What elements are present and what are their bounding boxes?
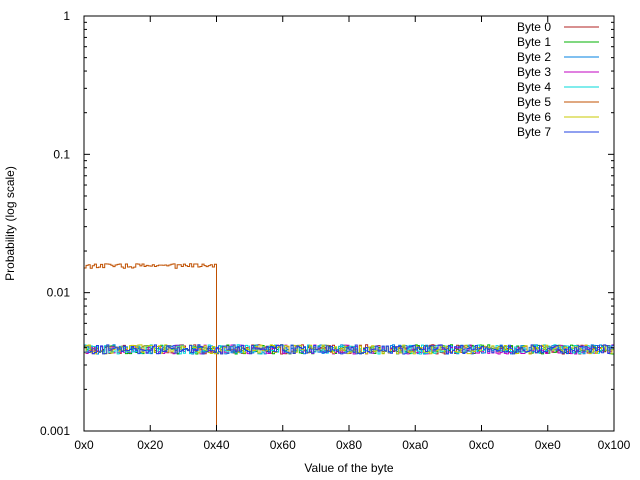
x-tick-label: 0x60: [270, 438, 296, 452]
x-tick-label: 0x20: [137, 438, 163, 452]
legend-label: Byte 4: [517, 80, 551, 94]
legend-label: Byte 7: [517, 125, 551, 139]
legend-label: Byte 2: [517, 50, 551, 64]
series-line-byte-5: [84, 263, 217, 431]
legend-label: Byte 5: [517, 95, 551, 109]
legend-label: Byte 1: [517, 35, 551, 49]
legend-label: Byte 3: [517, 65, 551, 79]
x-tick-label: 0xa0: [402, 438, 428, 452]
series-line-byte-7: [84, 344, 614, 355]
y-axis-label: Probability (log scale): [3, 166, 17, 281]
y-tick-label: 0.01: [47, 286, 71, 300]
y-tick-label: 1: [63, 9, 70, 23]
legend-label: Byte 0: [517, 20, 551, 34]
x-tick-label: 0xc0: [469, 438, 495, 452]
x-tick-label: 0x0: [74, 438, 94, 452]
plot-series: [84, 263, 614, 431]
x-tick-label: 0x100: [598, 438, 631, 452]
legend-label: Byte 6: [517, 110, 551, 124]
y-tick-label: 0.001: [40, 424, 70, 438]
x-tick-label: 0x80: [336, 438, 362, 452]
x-tick-label: 0x40: [203, 438, 229, 452]
series-line-byte-6: [84, 344, 614, 355]
x-axis-label: Value of the byte: [304, 461, 394, 475]
axis-ticks: 0x0 0x20 0x40 0x60 0x80 0xa0 0xc0 0xe0 0x100 1 0.1…: [40, 9, 631, 452]
y-tick-label: 0.1: [53, 147, 70, 161]
x-tick-label: 0xe0: [535, 438, 561, 452]
